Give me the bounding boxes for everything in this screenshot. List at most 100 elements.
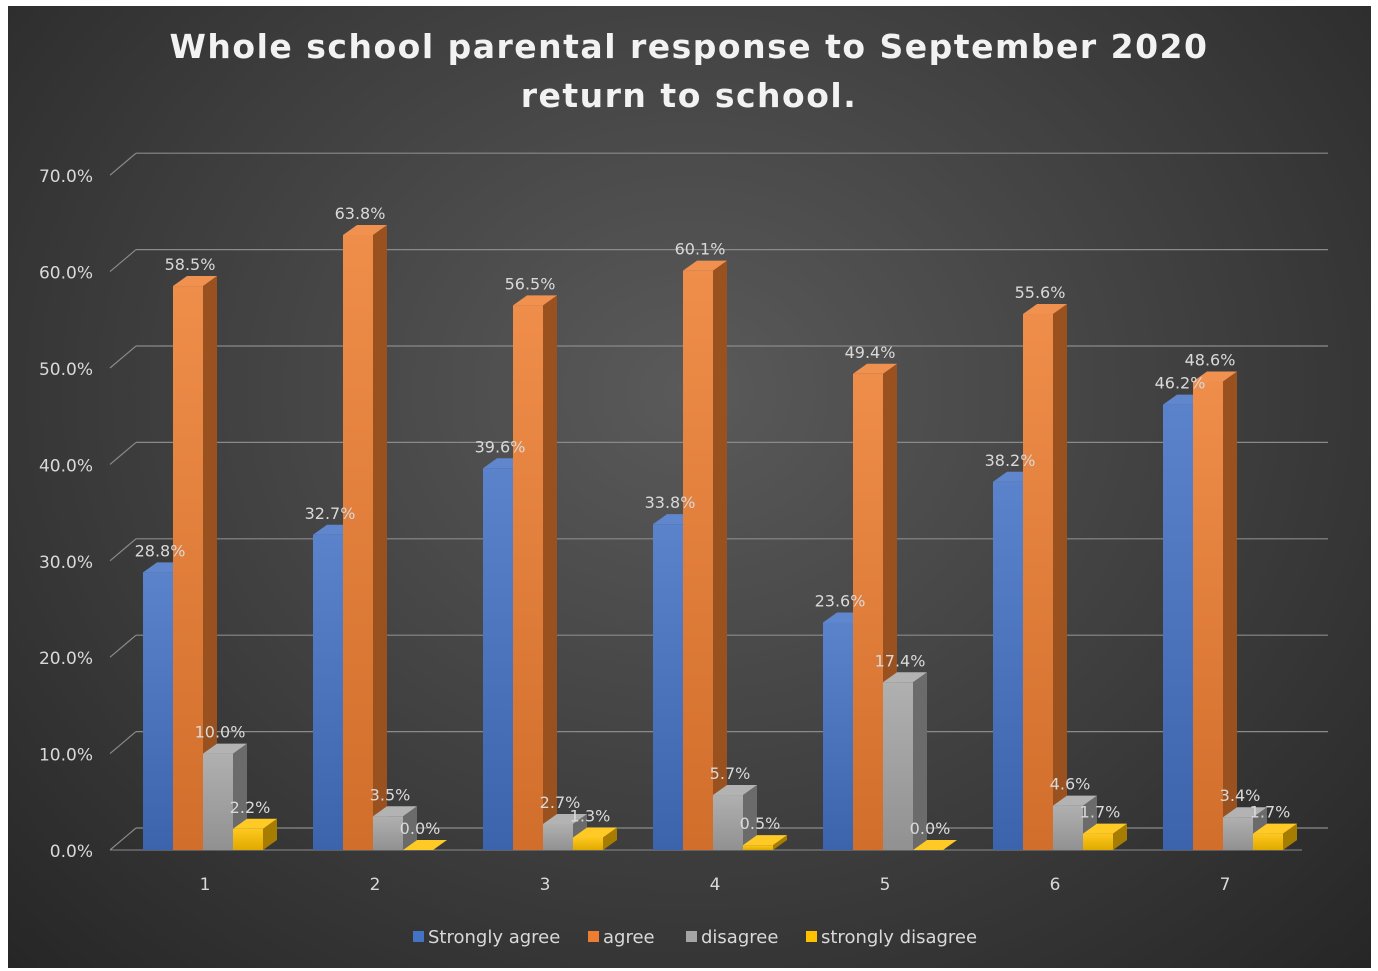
bar-top bbox=[403, 840, 447, 850]
data-label: 23.6% bbox=[815, 591, 866, 610]
bar-front bbox=[653, 524, 683, 850]
bar-agree-3 bbox=[513, 295, 557, 851]
bar-top bbox=[1223, 807, 1267, 818]
bar-top bbox=[343, 224, 387, 235]
legend: Strongly agree agree disagree strongly disa… bbox=[413, 927, 977, 948]
bar-top bbox=[1083, 823, 1127, 834]
bar-agree-2 bbox=[343, 224, 387, 850]
gridline-diagonal bbox=[109, 249, 137, 273]
data-label: 49.4% bbox=[845, 343, 896, 362]
bar-front bbox=[343, 234, 373, 850]
y-tick-label: 30.0% bbox=[39, 553, 93, 573]
bar-top bbox=[1023, 304, 1067, 315]
bar-front bbox=[573, 837, 603, 850]
data-label: 3.5% bbox=[370, 785, 411, 804]
bar-front bbox=[1193, 381, 1223, 850]
x-category-label: 4 bbox=[710, 875, 721, 895]
data-label: 5.7% bbox=[710, 764, 751, 783]
bar-front bbox=[1053, 805, 1083, 850]
bar-front bbox=[233, 828, 263, 850]
bar-front bbox=[1223, 817, 1253, 850]
legend-swatch bbox=[806, 931, 817, 942]
data-label: 28.8% bbox=[135, 541, 186, 560]
gridline-diagonal bbox=[109, 827, 137, 851]
legend-label: agree bbox=[603, 927, 655, 948]
data-label: 3.4% bbox=[1220, 786, 1261, 805]
bar-front bbox=[543, 823, 573, 850]
y-tick-label: 70.0% bbox=[39, 167, 93, 187]
legend-item-strongly-agree: Strongly agree bbox=[413, 927, 560, 948]
bar-front bbox=[513, 305, 543, 851]
bar-side bbox=[603, 827, 617, 850]
gridline-diagonal bbox=[109, 731, 137, 755]
data-label: 17.4% bbox=[875, 651, 926, 670]
bar-top bbox=[373, 806, 417, 817]
data-label: 1.3% bbox=[570, 806, 611, 825]
legend-label: disagree bbox=[701, 927, 778, 948]
chart-title-line-1: Whole school parental response to Septem… bbox=[169, 27, 1209, 66]
bar-front bbox=[683, 270, 713, 850]
bar-top bbox=[513, 295, 557, 306]
x-axis-categories: 1 2 3 4 5 6 7 bbox=[200, 875, 1231, 895]
bar-front bbox=[853, 373, 883, 850]
bar-front bbox=[993, 481, 1023, 850]
bar-front bbox=[373, 816, 403, 850]
legend-item-strongly-disagree: strongly disagree bbox=[806, 927, 977, 948]
bar-side bbox=[403, 806, 417, 850]
x-category-label: 7 bbox=[1220, 875, 1231, 895]
x-category-label: 2 bbox=[370, 875, 381, 895]
gridline-diagonal bbox=[109, 538, 137, 562]
bar-side bbox=[743, 785, 757, 850]
bar-front bbox=[173, 286, 203, 850]
bar-front bbox=[713, 795, 743, 850]
bar-side bbox=[373, 224, 387, 850]
x-category-label: 5 bbox=[880, 875, 891, 895]
gridline-diagonal bbox=[109, 152, 137, 176]
legend-label: strongly disagree bbox=[821, 927, 977, 948]
bar-top bbox=[853, 363, 897, 374]
data-label: 1.7% bbox=[1250, 803, 1291, 822]
data-label: 56.5% bbox=[505, 274, 556, 293]
bar-front bbox=[883, 682, 913, 850]
y-tick-label: 50.0% bbox=[39, 360, 93, 380]
bar-front bbox=[823, 622, 853, 850]
legend-swatch bbox=[413, 931, 424, 942]
data-label: 2.7% bbox=[540, 793, 581, 812]
bar-top bbox=[543, 813, 587, 824]
data-label: 1.7% bbox=[1080, 803, 1121, 822]
data-label: 58.5% bbox=[165, 255, 216, 274]
bar-agree-6 bbox=[1023, 304, 1067, 850]
data-label: 46.2% bbox=[1155, 374, 1206, 393]
bar-top bbox=[1053, 795, 1097, 806]
bar-disagree-2 bbox=[373, 806, 417, 850]
bar-top bbox=[233, 818, 277, 829]
bar-front bbox=[203, 753, 233, 850]
legend-label: Strongly agree bbox=[428, 927, 560, 948]
bar-strongly-disagree-3 bbox=[573, 827, 617, 850]
bar-strongly-disagree-2 bbox=[403, 840, 447, 850]
bar-side bbox=[1053, 304, 1067, 850]
bar-side bbox=[1283, 823, 1297, 850]
bar-agree-7 bbox=[1193, 371, 1237, 850]
y-tick-label: 0.0% bbox=[50, 842, 93, 862]
bar-side bbox=[773, 835, 787, 850]
bar-front bbox=[1163, 404, 1193, 850]
data-label: 55.6% bbox=[1015, 283, 1066, 302]
x-category-label: 3 bbox=[540, 875, 551, 895]
bar-top bbox=[1193, 371, 1237, 382]
bar-top bbox=[1253, 823, 1297, 834]
bar-disagree-1 bbox=[203, 743, 247, 850]
bar-strongly-disagree-7 bbox=[1253, 823, 1297, 850]
bar-top bbox=[913, 840, 957, 850]
y-tick-label: 40.0% bbox=[39, 456, 93, 476]
bar-side bbox=[913, 672, 927, 850]
data-label: 39.6% bbox=[475, 437, 526, 456]
bar-front bbox=[143, 572, 173, 850]
gridline-diagonal bbox=[109, 634, 137, 658]
bar-side bbox=[543, 295, 557, 851]
gridline-diagonal bbox=[109, 345, 137, 369]
bar-top bbox=[883, 672, 927, 683]
bar-strongly-disagree-1 bbox=[233, 818, 277, 850]
legend-swatch bbox=[588, 931, 599, 942]
bar-top bbox=[173, 276, 217, 287]
